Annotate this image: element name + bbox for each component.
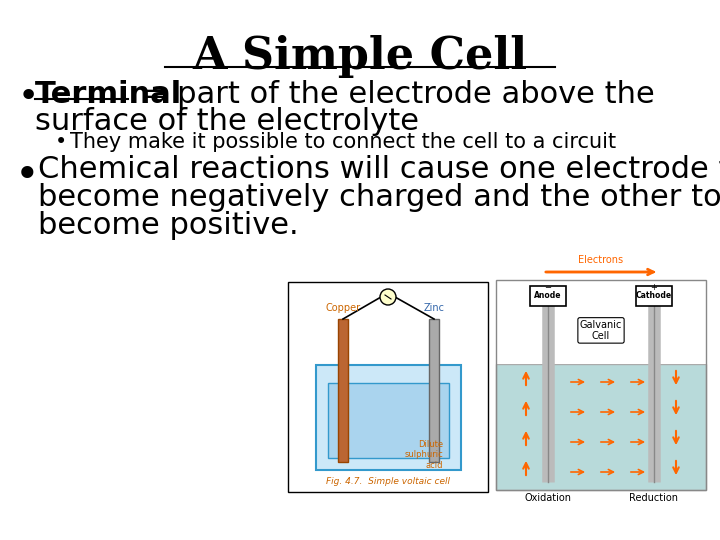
Text: Reduction: Reduction bbox=[629, 493, 678, 503]
Text: •: • bbox=[15, 155, 40, 197]
Text: −: − bbox=[544, 284, 552, 293]
Bar bbox=[429, 319, 439, 462]
Bar bbox=[496, 280, 706, 364]
Circle shape bbox=[380, 289, 396, 305]
Text: become positive.: become positive. bbox=[38, 211, 299, 240]
Text: Dilute
sulphuric
acid: Dilute sulphuric acid bbox=[404, 440, 443, 470]
Text: become negatively charged and the other to: become negatively charged and the other … bbox=[38, 183, 720, 212]
Bar bbox=[338, 319, 348, 462]
Text: Fig. 4.7.  Simple voltaic cell: Fig. 4.7. Simple voltaic cell bbox=[326, 477, 450, 486]
Text: Terminal: Terminal bbox=[35, 80, 182, 109]
Text: •: • bbox=[55, 132, 67, 152]
Bar bbox=[496, 280, 706, 490]
Text: They make it possible to connect the cell to a circuit: They make it possible to connect the cel… bbox=[70, 132, 616, 152]
Text: Zinc: Zinc bbox=[423, 303, 444, 313]
Text: Electrons: Electrons bbox=[578, 255, 624, 265]
Bar bbox=[288, 282, 488, 492]
Bar bbox=[530, 286, 566, 306]
Text: A Simple Cell: A Simple Cell bbox=[192, 35, 528, 78]
Text: Copper: Copper bbox=[325, 303, 361, 313]
Text: surface of the electrolyte: surface of the electrolyte bbox=[35, 107, 419, 136]
Text: Cathode: Cathode bbox=[636, 292, 672, 300]
Bar bbox=[496, 364, 706, 490]
Bar bbox=[316, 365, 461, 470]
Bar bbox=[636, 286, 672, 306]
Text: +: + bbox=[651, 284, 657, 293]
Text: = part of the electrode above the: = part of the electrode above the bbox=[132, 80, 654, 109]
Text: Galvanic
Cell: Galvanic Cell bbox=[580, 320, 622, 341]
Bar bbox=[328, 383, 449, 458]
Text: Oxidation: Oxidation bbox=[524, 493, 572, 503]
Text: Anode: Anode bbox=[534, 292, 562, 300]
Text: Chemical reactions will cause one electrode to: Chemical reactions will cause one electr… bbox=[38, 155, 720, 184]
Text: •: • bbox=[18, 80, 40, 114]
